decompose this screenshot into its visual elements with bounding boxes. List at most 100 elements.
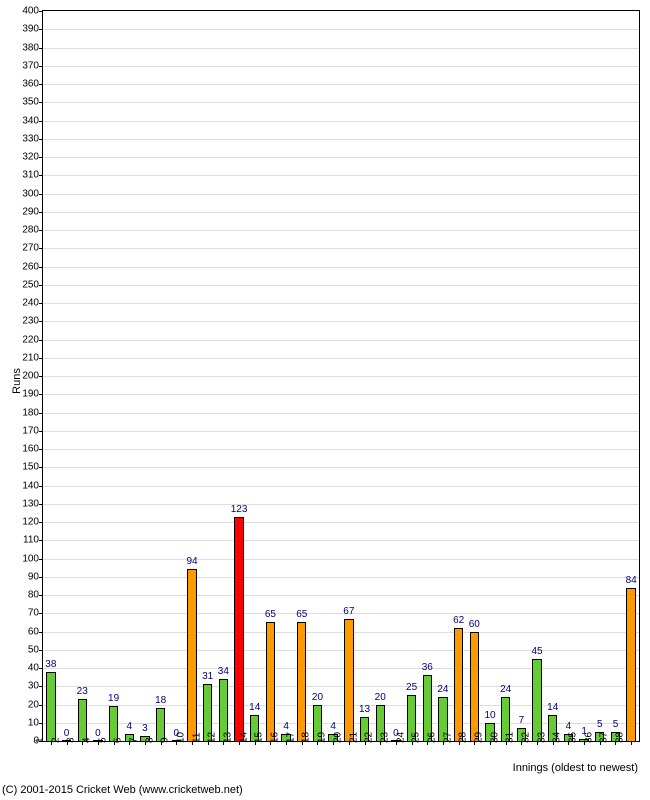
bar-value-label: 14 <box>547 703 558 713</box>
x-tick-label: 2 <box>50 737 61 743</box>
x-tick-label: 22 <box>364 732 375 743</box>
y-tick-label: 50 <box>28 644 39 655</box>
bar-value-label: 14 <box>249 703 260 713</box>
bar-value-label: 3 <box>142 724 148 734</box>
bar-value-label: 65 <box>265 610 276 620</box>
bar <box>46 672 55 741</box>
y-tick-label: 30 <box>28 681 39 692</box>
x-tick-label: 33 <box>536 732 547 743</box>
bar-value-label: 5 <box>597 720 603 730</box>
y-tick-label: 210 <box>22 352 39 363</box>
x-tick-label: 10 <box>176 732 187 743</box>
x-tick-label: 13 <box>223 732 234 743</box>
gridline <box>43 559 639 560</box>
y-axis-label: Runs <box>11 368 23 394</box>
bar <box>532 659 541 741</box>
y-tick-label: 390 <box>22 24 39 35</box>
x-tick-label: 18 <box>301 732 312 743</box>
gridline <box>43 321 639 322</box>
gridline <box>43 212 639 213</box>
x-tick-label: 14 <box>238 732 249 743</box>
bar-value-label: 20 <box>375 693 386 703</box>
x-tick-label: 16 <box>270 732 281 743</box>
y-tick-label: 340 <box>22 115 39 126</box>
gridline <box>43 248 639 249</box>
y-tick <box>39 431 43 432</box>
bar <box>109 706 118 741</box>
y-tick-label: 230 <box>22 316 39 327</box>
y-tick <box>39 358 43 359</box>
bar-value-label: 62 <box>453 616 464 626</box>
gridline <box>43 157 639 158</box>
x-tick-label: 38 <box>615 732 626 743</box>
bar-value-label: 45 <box>531 647 542 657</box>
y-tick <box>39 212 43 213</box>
gridline <box>43 102 639 103</box>
y-tick-label: 400 <box>22 6 39 17</box>
y-tick <box>39 340 43 341</box>
x-tick-label: 31 <box>505 732 516 743</box>
gridline <box>43 413 639 414</box>
y-tick <box>39 48 43 49</box>
bar-value-label: 94 <box>186 557 197 567</box>
y-tick-label: 170 <box>22 425 39 436</box>
y-tick-label: 380 <box>22 42 39 53</box>
y-tick-label: 80 <box>28 590 39 601</box>
bar <box>266 622 275 741</box>
bar <box>626 588 635 741</box>
bar-value-label: 20 <box>312 693 323 703</box>
gridline <box>43 577 639 578</box>
x-tick-label: 5 <box>97 737 108 743</box>
x-tick-label: 24 <box>395 732 406 743</box>
y-tick-label: 140 <box>22 480 39 491</box>
y-tick-label: 130 <box>22 498 39 509</box>
x-tick-label: 25 <box>411 732 422 743</box>
y-tick-label: 360 <box>22 79 39 90</box>
gridline <box>43 66 639 67</box>
bar-value-label: 25 <box>406 683 417 693</box>
y-tick <box>39 540 43 541</box>
gridline <box>43 230 639 231</box>
y-tick-label: 180 <box>22 407 39 418</box>
bar <box>454 628 463 741</box>
y-tick <box>39 686 43 687</box>
y-tick-label: 370 <box>22 60 39 71</box>
y-tick <box>39 303 43 304</box>
x-tick-label: 26 <box>426 732 437 743</box>
y-tick <box>39 376 43 377</box>
x-tick-label: 27 <box>442 732 453 743</box>
x-tick-label: 36 <box>583 732 594 743</box>
y-tick <box>39 668 43 669</box>
bar-value-label: 65 <box>296 610 307 620</box>
gridline <box>43 285 639 286</box>
gridline <box>43 449 639 450</box>
y-tick-label: 310 <box>22 170 39 181</box>
bar <box>344 619 353 741</box>
x-tick-label: 15 <box>254 732 265 743</box>
y-tick-label: 200 <box>22 371 39 382</box>
y-tick-label: 240 <box>22 298 39 309</box>
y-tick-label: 280 <box>22 225 39 236</box>
y-tick <box>39 139 43 140</box>
y-tick <box>39 394 43 395</box>
bar-value-label: 4 <box>283 722 289 732</box>
gridline <box>43 376 639 377</box>
bar-value-label: 123 <box>231 505 248 515</box>
y-tick <box>39 467 43 468</box>
y-tick-label: 40 <box>28 663 39 674</box>
x-tick-label: 37 <box>599 732 610 743</box>
y-tick <box>39 230 43 231</box>
y-tick-label: 300 <box>22 188 39 199</box>
y-tick <box>39 121 43 122</box>
bar-value-label: 4 <box>330 722 336 732</box>
bar <box>78 699 87 741</box>
bar-value-label: 13 <box>359 705 370 715</box>
x-tick-label: 7 <box>128 737 139 743</box>
x-tick-label: 29 <box>474 732 485 743</box>
gridline <box>43 522 639 523</box>
x-tick-label: 35 <box>568 732 579 743</box>
bar <box>187 569 196 741</box>
gridline <box>43 194 639 195</box>
gridline <box>43 686 639 687</box>
y-tick <box>39 84 43 85</box>
